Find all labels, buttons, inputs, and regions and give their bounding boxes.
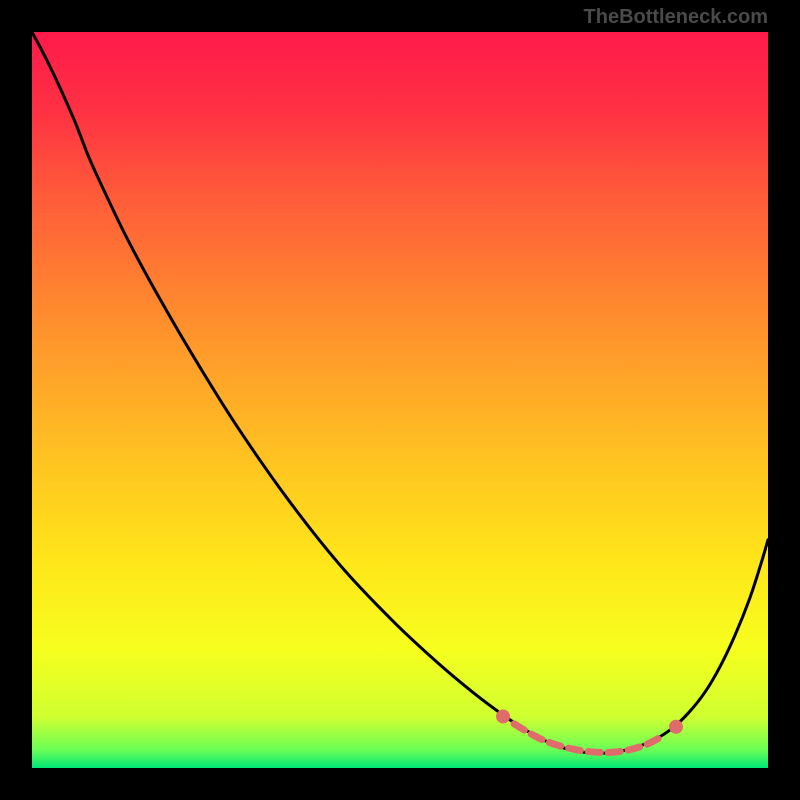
marker-dot [669, 720, 683, 734]
optimal-band-dash [514, 724, 663, 753]
marker-dot [496, 709, 510, 723]
plot-area [32, 32, 768, 768]
watermark-text: TheBottleneck.com [584, 6, 768, 29]
bottleneck-curve [32, 32, 768, 753]
chart-overlay [32, 32, 768, 768]
chart-frame: TheBottleneck.com [0, 0, 800, 800]
